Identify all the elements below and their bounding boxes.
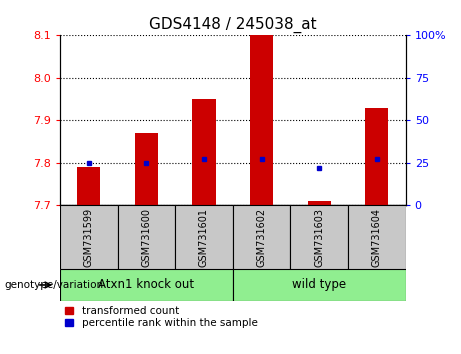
Text: Atxn1 knock out: Atxn1 knock out [98, 279, 195, 291]
Bar [365, 108, 388, 205]
Text: GSM731604: GSM731604 [372, 208, 382, 267]
Bar [118, 205, 175, 269]
Text: GSM731600: GSM731600 [142, 208, 151, 267]
Text: GSM731603: GSM731603 [314, 208, 324, 267]
Bar [60, 205, 118, 269]
Text: genotype/variation: genotype/variation [5, 280, 104, 290]
Bar [250, 35, 273, 205]
Title: GDS4148 / 245038_at: GDS4148 / 245038_at [149, 16, 317, 33]
Legend: transformed count, percentile rank within the sample: transformed count, percentile rank withi… [65, 306, 258, 328]
Bar [193, 99, 216, 205]
Bar [135, 133, 158, 205]
Bar [60, 269, 233, 301]
Text: GSM731599: GSM731599 [84, 207, 94, 267]
Text: GSM731601: GSM731601 [199, 208, 209, 267]
Bar [175, 205, 233, 269]
Text: wild type: wild type [292, 279, 346, 291]
Bar [348, 205, 406, 269]
Bar [308, 201, 331, 205]
Text: GSM731602: GSM731602 [257, 207, 266, 267]
Bar [233, 269, 406, 301]
Bar [233, 205, 290, 269]
Bar [77, 167, 100, 205]
Bar [290, 205, 348, 269]
